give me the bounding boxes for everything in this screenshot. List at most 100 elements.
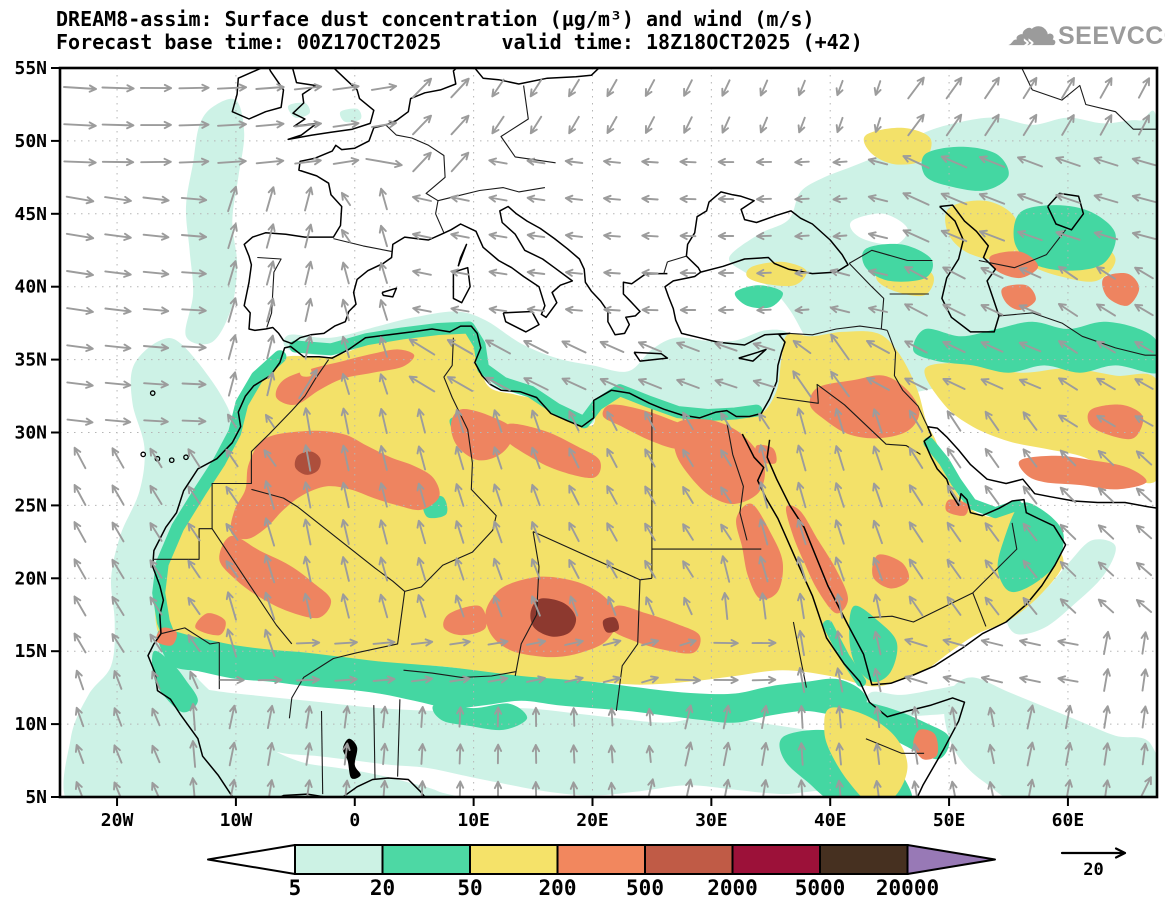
wind-arrow <box>713 639 739 648</box>
wind-arrow <box>984 410 1000 432</box>
dust-5-20-sahel-south <box>158 685 905 797</box>
wind-arrow <box>65 195 95 205</box>
wind-arrow <box>294 157 322 166</box>
wind-arrow <box>873 780 882 797</box>
wind-arrow <box>1131 230 1157 240</box>
wind-arrow <box>940 229 968 243</box>
wind-arrow <box>408 338 436 356</box>
colorbar-cell <box>381 844 471 875</box>
wind-arrow <box>561 377 587 391</box>
wind-arrow <box>1102 630 1111 656</box>
wind-arrow <box>365 157 403 169</box>
wind-arrow <box>1097 561 1115 577</box>
wind-arrow <box>835 116 844 134</box>
wind-arrow <box>332 83 360 92</box>
wind-arrow <box>835 79 844 97</box>
wind-arrow <box>907 76 925 100</box>
wind-arrow <box>647 778 656 797</box>
wind-arrow <box>679 231 697 241</box>
wind-arrow <box>1018 267 1042 279</box>
wind-arrow <box>142 343 170 352</box>
wind-arrow <box>949 706 958 728</box>
wind-arrow <box>491 78 505 98</box>
wind-arrow <box>835 705 844 729</box>
wind-arrow <box>911 780 920 797</box>
wind-arrow <box>408 375 436 393</box>
wind-arrow <box>867 231 889 240</box>
wind-arrow <box>908 409 924 433</box>
wind-arrow <box>488 231 508 240</box>
wind-arrow <box>304 335 314 359</box>
dust-200-500-uzbek-spot <box>1102 273 1140 306</box>
wind-arrow <box>758 555 769 583</box>
colorbar-cell <box>819 844 909 875</box>
wind-arrow <box>454 483 465 507</box>
wind-arrow <box>340 191 352 207</box>
wind-arrow <box>980 303 1004 316</box>
wind-arrow <box>1064 704 1073 730</box>
wind-arrow <box>488 194 508 203</box>
wind-arrow <box>568 595 579 617</box>
wind-arrow <box>73 521 87 543</box>
wind-arrow <box>530 483 541 507</box>
colorbar-value-label: 200 <box>539 876 577 900</box>
wind-arrow <box>829 268 851 277</box>
wind-arrow <box>603 194 621 203</box>
wind-arrow <box>942 377 966 390</box>
wind-arrow <box>178 83 210 92</box>
wind-arrow <box>834 593 844 619</box>
wind-arrow <box>758 412 770 430</box>
wind-arrow <box>872 445 883 471</box>
wind-arrow <box>412 194 432 203</box>
dust-200-500-makran <box>1018 455 1147 490</box>
dust-200-500-niger <box>443 605 487 636</box>
wind-arrow <box>142 269 170 278</box>
wind-arrow <box>187 559 201 579</box>
wind-arrow <box>412 268 432 277</box>
dust-200-500-algeria <box>230 430 440 540</box>
colorbar-above-max-arrow <box>906 844 996 875</box>
wind-arrow <box>74 669 85 691</box>
wind-arrow <box>295 675 321 684</box>
wind-arrow <box>756 194 772 204</box>
wind-arrow <box>1022 559 1038 579</box>
wind-arrow <box>978 229 1006 242</box>
wind-arrow <box>380 742 389 766</box>
wind-arrow <box>830 333 850 361</box>
wind-arrow <box>73 632 87 654</box>
wind-arrow <box>1055 230 1081 241</box>
wind-arrow <box>189 740 198 768</box>
wind-arrow <box>263 517 276 547</box>
wind-arrow <box>679 638 697 647</box>
wind-arrow <box>644 448 656 468</box>
wind-arrow <box>832 157 848 167</box>
wind-arrow <box>637 340 663 353</box>
wind-arrow <box>904 377 928 391</box>
wind-arrow <box>606 116 618 134</box>
wind-arrow <box>302 592 312 620</box>
wind-arrow <box>1018 378 1042 390</box>
wind-arrow <box>603 157 621 166</box>
wind-arrow <box>265 260 276 286</box>
lat-tick-label: 40N <box>14 277 47 298</box>
wind-arrow <box>265 223 276 249</box>
wind-arrow <box>225 591 237 621</box>
wind-arrow <box>340 407 350 435</box>
wind-arrow <box>722 704 732 730</box>
lon-tick-label: 0 <box>349 810 360 831</box>
wind-arrow <box>263 628 276 658</box>
wind-arrow <box>531 706 541 728</box>
lon-tick-label: 50E <box>933 810 966 831</box>
country-border <box>886 330 929 427</box>
wind-arrow <box>606 410 618 432</box>
wind-arrow <box>181 380 207 389</box>
wind-arrow <box>1096 340 1116 354</box>
wind-arrow <box>225 485 239 505</box>
wind-arrow <box>718 305 734 315</box>
wind-arrow <box>940 192 968 206</box>
wind-arrow <box>1102 779 1111 797</box>
wind-arrow <box>752 341 776 352</box>
wind-arrow <box>485 376 511 392</box>
wind-arrow <box>1140 742 1149 766</box>
wind-arrow <box>758 518 769 546</box>
